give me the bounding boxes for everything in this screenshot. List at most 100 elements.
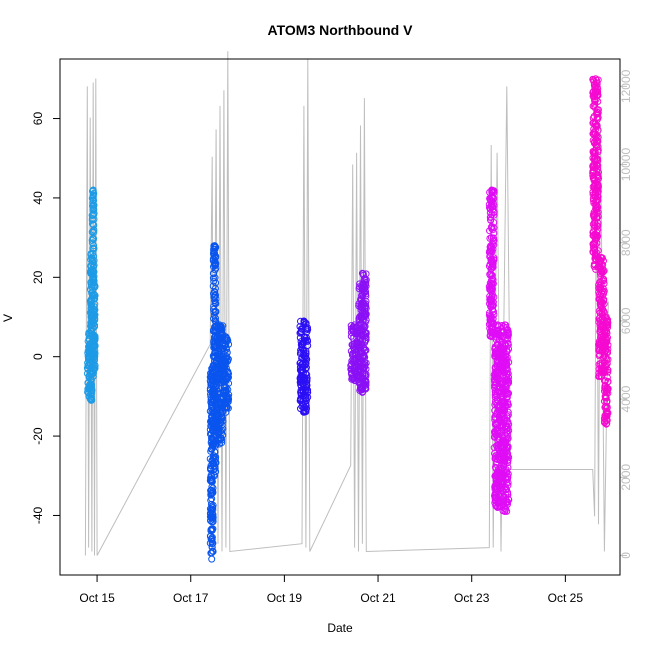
data-point <box>603 404 611 412</box>
data-point <box>361 378 369 385</box>
scatter-cluster <box>296 317 312 416</box>
data-point <box>490 219 498 226</box>
data-point <box>355 344 363 352</box>
data-point <box>597 303 605 311</box>
y-right-tick-label: 6000 <box>619 307 633 334</box>
data-point <box>91 347 99 355</box>
y-left-tick-label: 40 <box>31 191 45 205</box>
data-point <box>356 338 364 346</box>
data-point <box>503 435 511 443</box>
data-point <box>214 349 221 357</box>
data-point <box>589 102 597 110</box>
data-point <box>489 263 497 271</box>
data-point <box>489 203 497 211</box>
y-right-tick-label: 4000 <box>619 385 633 412</box>
data-point <box>298 366 306 374</box>
data-point <box>490 234 497 242</box>
data-point <box>91 314 99 322</box>
data-point <box>358 327 366 335</box>
data-point <box>603 317 611 325</box>
data-point <box>594 193 602 201</box>
data-point <box>299 339 307 347</box>
data-point <box>504 418 512 426</box>
data-point <box>213 401 221 409</box>
data-point <box>590 214 598 221</box>
data-point <box>221 364 229 372</box>
data-point <box>209 518 217 526</box>
data-point <box>492 489 500 497</box>
data-point <box>486 234 494 242</box>
data-point <box>211 299 219 307</box>
data-point <box>211 274 219 282</box>
data-point <box>91 306 98 313</box>
data-point <box>488 243 496 251</box>
data-point <box>355 321 363 329</box>
data-point <box>488 271 496 279</box>
data-point <box>88 386 96 394</box>
data-point <box>216 440 223 448</box>
data-point <box>303 355 311 363</box>
data-point <box>488 280 495 288</box>
axes: Oct 15 Oct 17 Oct 19 Oct 21 Oct 23 Oct 25 -40 -… <box>31 69 633 605</box>
data-point <box>595 318 603 326</box>
data-point <box>602 313 610 321</box>
data-point <box>206 510 214 518</box>
data-point <box>91 281 99 289</box>
data-point <box>208 514 216 522</box>
data-point <box>211 261 219 269</box>
data-point <box>503 442 511 450</box>
data-point <box>499 487 506 495</box>
data-point <box>488 292 496 300</box>
data-point <box>596 258 604 265</box>
data-point <box>501 357 509 365</box>
data-point <box>590 222 598 229</box>
data-point <box>603 386 611 394</box>
data-point <box>498 492 506 500</box>
data-point <box>490 311 498 319</box>
data-point <box>297 378 305 386</box>
y-left-tick-label: 0 <box>31 353 45 360</box>
data-point <box>593 203 601 211</box>
data-point <box>297 317 304 325</box>
data-point <box>499 437 507 445</box>
data-point <box>211 448 219 456</box>
data-point <box>212 468 220 475</box>
data-point <box>592 122 600 130</box>
data-point <box>219 371 227 379</box>
data-point <box>602 363 610 371</box>
data-point <box>590 228 597 236</box>
data-point <box>358 311 365 319</box>
data-point <box>207 486 215 494</box>
data-point <box>222 333 230 341</box>
data-point <box>217 427 224 435</box>
data-point <box>498 365 505 373</box>
data-point <box>362 381 370 389</box>
data-point <box>222 377 230 385</box>
data-point <box>89 186 97 194</box>
data-point <box>590 91 598 99</box>
data-point <box>486 195 494 203</box>
data-point <box>210 277 218 285</box>
data-point <box>301 376 309 384</box>
data-point <box>87 396 95 404</box>
data-point <box>362 372 370 380</box>
data-point <box>297 381 305 389</box>
data-point <box>593 108 601 116</box>
data-point <box>593 143 600 151</box>
data-point <box>593 136 601 144</box>
data-point <box>361 353 369 361</box>
data-point <box>362 365 370 373</box>
x-tick-label: Oct 15 <box>79 591 115 605</box>
data-point <box>296 323 304 331</box>
data-point <box>357 313 365 321</box>
data-point <box>488 224 496 232</box>
data-point <box>89 206 97 214</box>
data-point <box>600 307 608 315</box>
data-point <box>502 384 510 392</box>
data-point <box>504 380 511 388</box>
data-point <box>589 114 597 122</box>
data-point <box>486 204 493 212</box>
data-point <box>589 240 597 248</box>
data-point <box>504 398 512 406</box>
